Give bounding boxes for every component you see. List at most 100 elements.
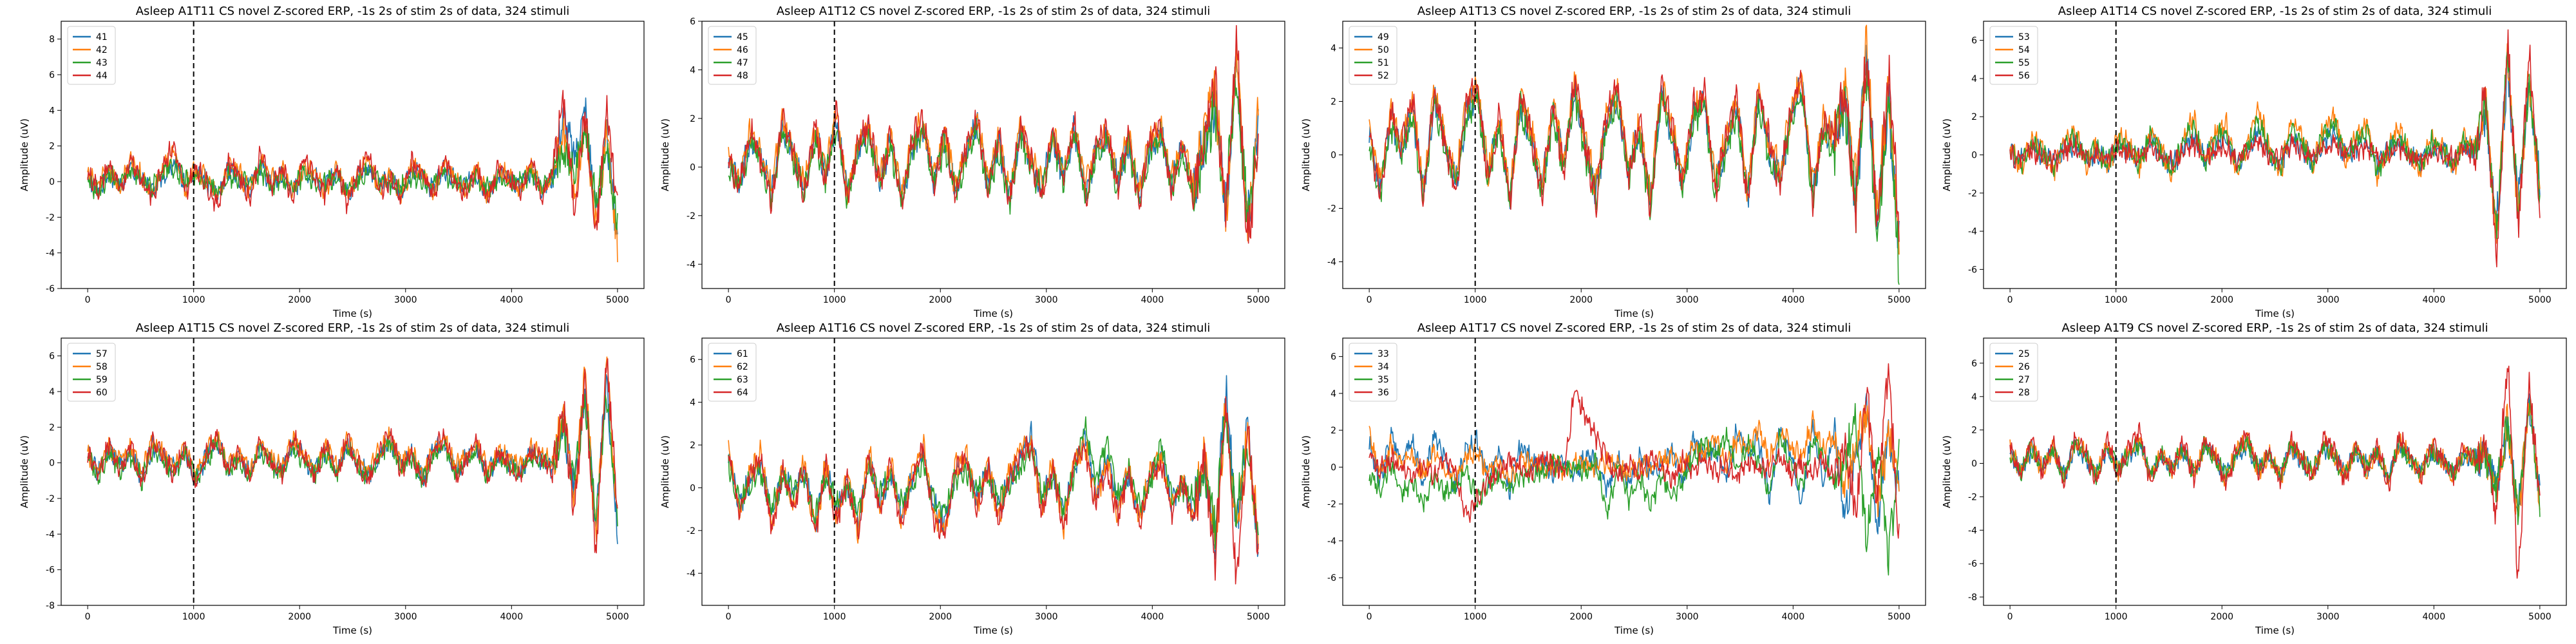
x-tick-label: 1000	[1464, 612, 1487, 622]
x-tick-label: 1000	[823, 612, 846, 622]
x-tick-label: 0	[2007, 295, 2013, 305]
y-tick-label: 2	[1331, 426, 1336, 436]
y-tick-label: -4	[1327, 536, 1336, 547]
y-tick-label: -8	[1968, 592, 1977, 603]
y-axis-label: Amplitude (uV)	[659, 435, 671, 508]
x-axis-label: Time (s)	[1614, 308, 1654, 319]
legend: 41 42 43 44	[67, 26, 116, 85]
x-tick-label: 4000	[1141, 612, 1164, 622]
series-line-50	[1368, 24, 1900, 255]
chart-panel-1: 0 1000 2000 3000 4000 5000 -6 -4 -2 0 2 4 6 8 Asleep A…	[19, 5, 645, 319]
y-tick-label: 4	[49, 106, 55, 116]
legend-label-41: 41	[96, 32, 108, 43]
x-tick-label: 3000	[394, 295, 417, 305]
series-line-60	[87, 358, 618, 554]
x-tick-label: 2000	[288, 295, 311, 305]
y-tick-label: -2	[46, 494, 55, 504]
legend-label-25: 25	[2018, 349, 2030, 359]
x-tick-label: 1000	[182, 612, 205, 622]
x-tick-label: 2000	[2210, 612, 2233, 622]
x-tick-label: 1000	[1464, 295, 1487, 305]
y-tick-label: 2	[1331, 97, 1336, 108]
y-tick-label: -2	[1327, 204, 1336, 214]
legend: 53 54 55 56	[1989, 26, 2038, 85]
y-tick-label: 4	[49, 387, 55, 397]
y-tick-label: -4	[1968, 227, 1977, 237]
legend-box	[1349, 343, 1397, 402]
chart-title: Asleep A1T14 CS novel Z-scored ERP, -1s …	[2058, 5, 2492, 18]
x-tick-label: 0	[726, 612, 732, 622]
y-tick-label: 6	[690, 355, 696, 365]
legend-label-59: 59	[96, 375, 108, 385]
plot-area	[1368, 24, 1900, 285]
legend-label-55: 55	[2018, 58, 2030, 68]
x-tick-label: 1000	[2105, 295, 2128, 305]
y-tick-label: -4	[1327, 258, 1336, 268]
x-axis-label: Time (s)	[2255, 308, 2295, 319]
plot-area	[87, 90, 618, 263]
y-tick-label: -2	[1968, 492, 1977, 502]
x-tick-label: 4000	[500, 612, 523, 622]
y-tick-label: 0	[1971, 151, 1977, 161]
x-tick-label: 3000	[1035, 295, 1058, 305]
y-tick-label: 0	[1331, 151, 1336, 161]
chart-title: Asleep A1T16 CS novel Z-scored ERP, -1s …	[777, 321, 1211, 335]
y-tick-label: 0	[690, 483, 696, 493]
x-tick-label: 1000	[2105, 612, 2128, 622]
chart-title: Asleep A1T17 CS novel Z-scored ERP, -1s …	[1417, 321, 1852, 335]
y-tick-label: 4	[1971, 74, 1977, 84]
y-axis-label: Amplitude (uV)	[1300, 118, 1312, 191]
y-tick-label: -6	[46, 284, 55, 294]
legend-label-60: 60	[96, 388, 108, 398]
legend: 33 34 35 36	[1349, 343, 1397, 402]
y-tick-label: 6	[1331, 352, 1336, 363]
y-tick-label: 6	[1971, 36, 1977, 46]
y-tick-label: -4	[687, 260, 696, 270]
x-tick-label: 5000	[606, 612, 629, 622]
y-tick-label: -6	[1327, 573, 1336, 583]
x-tick-label: 1000	[182, 295, 205, 305]
legend-box	[67, 26, 116, 85]
series-line-61	[728, 375, 1259, 560]
plot-area	[2009, 29, 2541, 268]
plot-area	[2009, 365, 2541, 579]
x-axis-label: Time (s)	[332, 625, 372, 636]
chart-title: Asleep A1T11 CS novel Z-scored ERP, -1s …	[136, 5, 570, 18]
series-line-28	[2009, 365, 2541, 579]
series-line-62	[728, 402, 1259, 551]
legend-label-33: 33	[1378, 349, 1389, 359]
y-tick-label: 2	[49, 422, 55, 433]
axes-frame	[1342, 337, 1926, 606]
x-tick-label: 4000	[1781, 295, 1804, 305]
plot-area	[87, 356, 618, 554]
x-tick-label: 5000	[1247, 295, 1270, 305]
legend-label-52: 52	[1378, 71, 1389, 81]
x-axis-label: Time (s)	[332, 308, 372, 319]
x-tick-label: 0	[1367, 295, 1372, 305]
y-tick-label: 0	[49, 459, 55, 469]
legend-label-56: 56	[2018, 71, 2030, 81]
legend-label-26: 26	[2018, 362, 2030, 372]
chart-panel-7: 0 1000 2000 3000 4000 5000 -6 -4 -2 0 2 4 6 Asleep A1…	[1300, 321, 1926, 636]
legend-label-54: 54	[2018, 45, 2030, 55]
y-axis-label: Amplitude (uV)	[19, 118, 30, 191]
x-tick-label: 2000	[929, 295, 952, 305]
series-line-52	[1368, 55, 1900, 242]
series-line-48	[728, 24, 1259, 244]
chart-panel-6: 0 1000 2000 3000 4000 5000 -4 -2 0 2 4 6 Asleep A1T1…	[659, 321, 1285, 636]
legend-label-27: 27	[2018, 375, 2030, 385]
y-tick-label: 4	[690, 65, 696, 75]
legend: 57 58 59 60	[67, 343, 116, 402]
series-line-58	[87, 356, 618, 542]
x-tick-label: 4000	[1141, 295, 1164, 305]
legend-label-57: 57	[96, 349, 108, 359]
y-tick-label: -2	[1968, 189, 1977, 199]
legend-label-46: 46	[737, 45, 748, 55]
axes-frame	[61, 337, 645, 606]
series-line-36	[1368, 363, 1900, 539]
y-tick-label: 4	[690, 398, 696, 408]
y-tick-label: 2	[49, 142, 55, 152]
legend-label-35: 35	[1378, 375, 1389, 385]
y-axis-label: Amplitude (uV)	[1941, 435, 1953, 508]
